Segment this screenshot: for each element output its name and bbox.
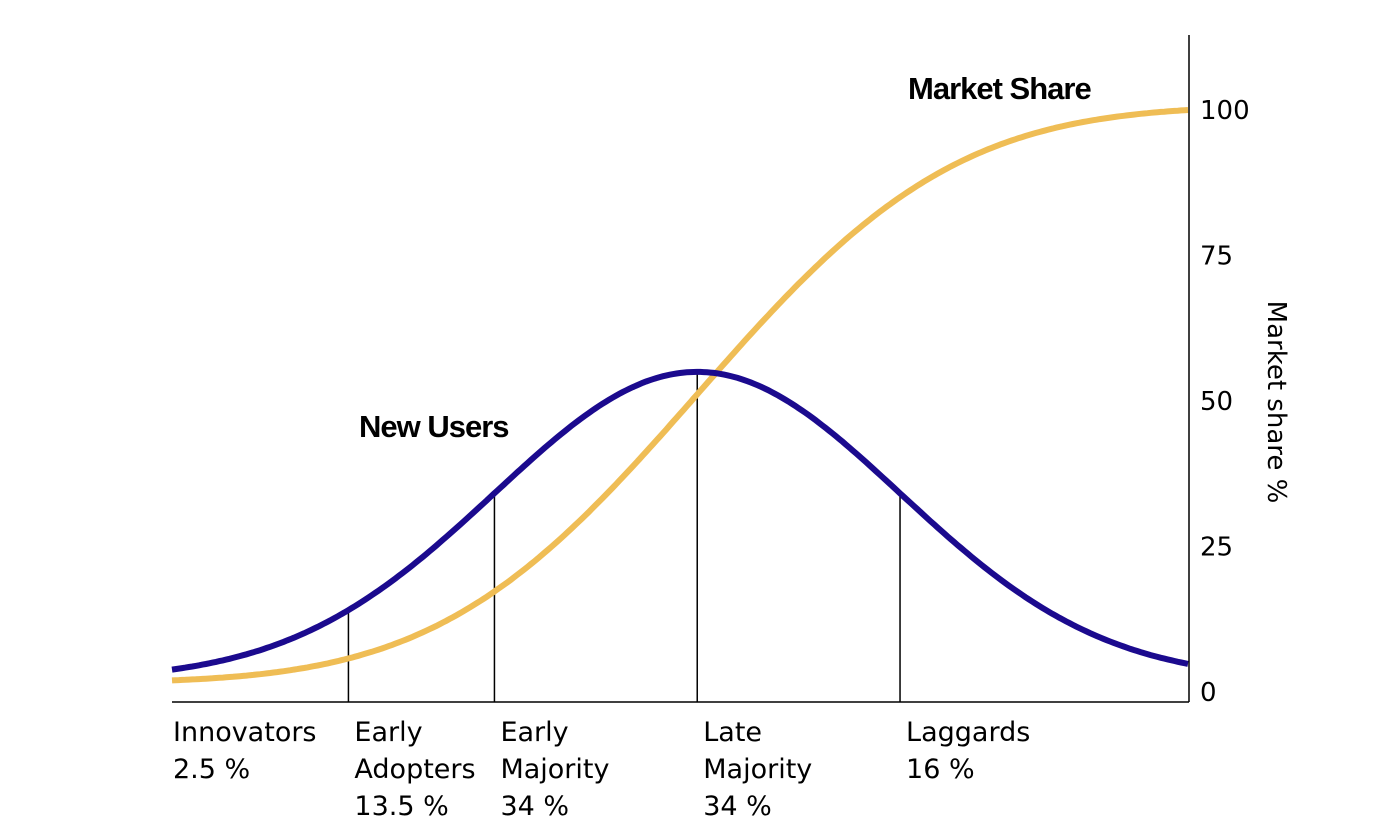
- category-label: 34 %: [703, 791, 772, 822]
- series-market-share-line: [171, 107, 1189, 684]
- category-label: Majority: [703, 754, 812, 785]
- category-label: 16 %: [906, 754, 975, 785]
- y-tick-label: 100: [1200, 96, 1250, 126]
- category-label: Early: [354, 717, 422, 748]
- y-axis-label: Market share %: [1261, 301, 1291, 504]
- category-label: Laggards: [906, 717, 1030, 748]
- y-tick-label: 0: [1200, 678, 1217, 708]
- category-label: 2.5 %: [173, 754, 250, 785]
- category-label: Majority: [500, 754, 609, 785]
- category-label: 34 %: [500, 791, 569, 822]
- y-tick-label: 50: [1200, 387, 1233, 417]
- category-label: 13.5 %: [354, 791, 448, 822]
- series-label-new-users: New Users: [359, 409, 509, 444]
- category-label: Innovators: [173, 717, 317, 748]
- category-label: Adopters: [354, 754, 475, 785]
- series-new-users-line: [171, 368, 1189, 673]
- category-label: Early: [500, 717, 568, 748]
- series-label-market-share: Market Share: [908, 71, 1091, 106]
- y-tick-label: 75: [1200, 242, 1233, 272]
- y-tick-label: 25: [1200, 533, 1233, 563]
- category-label: Late: [703, 717, 762, 748]
